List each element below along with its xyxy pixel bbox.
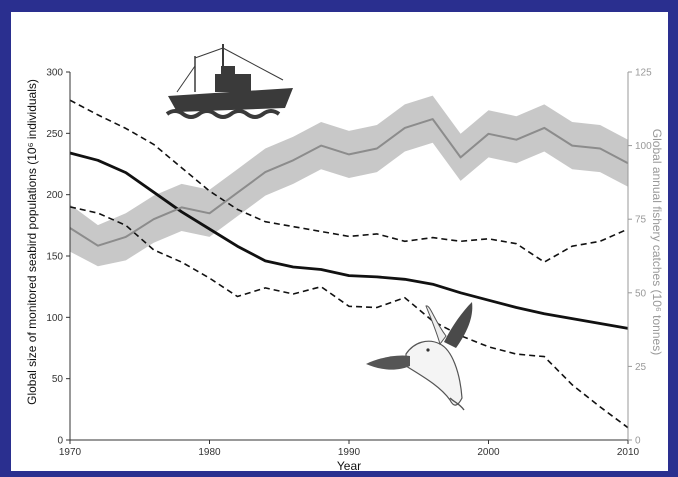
y-tick-label: 250	[46, 129, 63, 140]
y-right-tick-label: 25	[635, 362, 647, 373]
y-axis-right-title: Global annual fishery catches (10⁶ tonne…	[650, 129, 664, 355]
x-axis-title: Year	[337, 459, 361, 473]
series-layer	[69, 99, 629, 429]
fishing-boat-icon	[165, 44, 293, 119]
y-right-tick-label: 125	[635, 68, 652, 79]
y-right-tick-label: 50	[635, 288, 647, 299]
seabird-icon	[366, 302, 473, 411]
fishery-uncertainty-band-layer	[70, 95, 628, 267]
x-tick-label: 2000	[477, 447, 500, 458]
fishery-uncertainty-band	[70, 95, 628, 267]
y-tick-label: 100	[46, 313, 63, 324]
y-tick-label: 150	[46, 252, 63, 263]
y-axis-title: Global size of monitored seabird populat…	[25, 79, 39, 405]
y-tick-label: 300	[46, 68, 63, 79]
y-tick-label: 0	[57, 436, 63, 447]
y-right-tick-label: 0	[635, 436, 641, 447]
x-tick-label: 1970	[59, 447, 82, 458]
series-line-3	[69, 118, 629, 247]
y-right-tick-label: 75	[635, 215, 647, 226]
frame-top-border	[0, 0, 678, 12]
series-line-2	[69, 206, 629, 429]
axes-layer: 1970 1980 1990 2000 201005010015020025030002…	[46, 68, 652, 459]
x-tick-label: 2010	[617, 447, 640, 458]
y-tick-label: 200	[46, 190, 63, 201]
frame-right-border	[668, 0, 678, 477]
x-tick-label: 1990	[338, 447, 361, 458]
x-tick-label: 1980	[198, 447, 221, 458]
series-line-0	[69, 151, 629, 330]
frame-left-border	[0, 0, 11, 477]
y-right-tick-label: 100	[635, 141, 652, 152]
frame-bottom-border	[0, 471, 678, 477]
y-tick-label: 50	[52, 374, 64, 385]
